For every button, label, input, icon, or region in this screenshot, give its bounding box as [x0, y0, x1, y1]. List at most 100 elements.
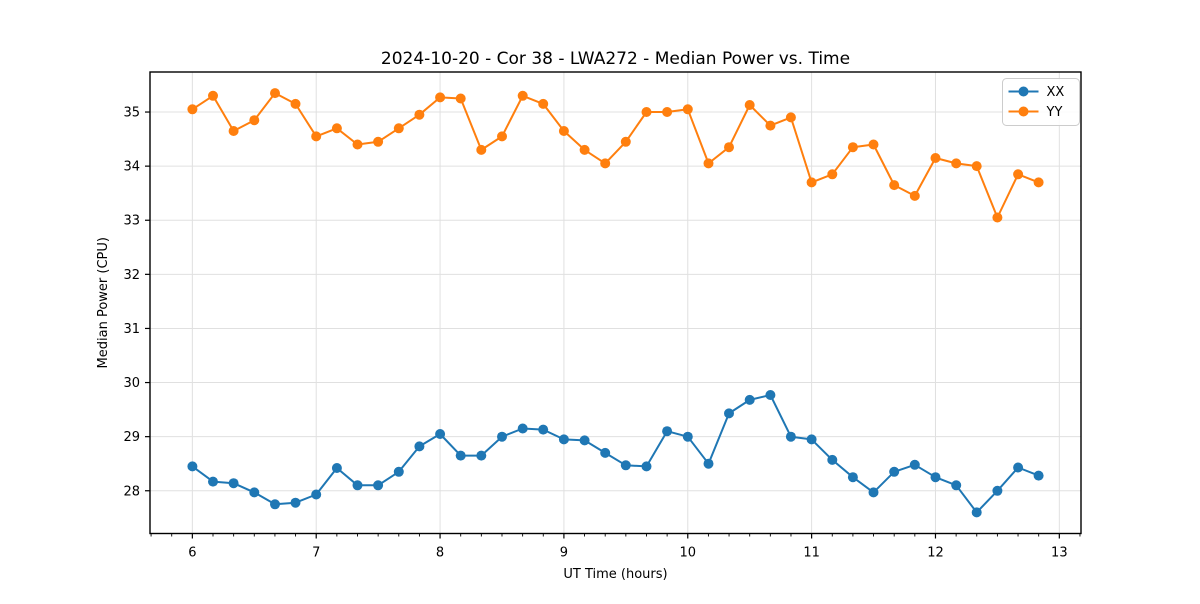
series-layer	[187, 88, 1044, 518]
series-YY-point	[827, 169, 838, 180]
series-XX-point	[497, 431, 507, 442]
series-YY-point	[1033, 177, 1044, 188]
x-tick-label: 9	[560, 546, 568, 561]
series-XX-point	[847, 472, 858, 483]
x-tick-label: 11	[803, 546, 820, 561]
series-YY-point	[187, 104, 198, 115]
series-YY-point	[311, 131, 322, 142]
series-YY-point	[889, 180, 900, 191]
chart-title: 2024-10-20 - Cor 38 - LWA272 - Median Po…	[381, 49, 850, 69]
series-XX-point	[868, 487, 879, 498]
x-tick-label: 13	[1051, 546, 1068, 561]
series-XX-point	[290, 497, 301, 508]
series-YY-point	[992, 212, 1003, 223]
y-tick-label: 30	[123, 376, 140, 391]
series-XX-point	[827, 454, 838, 465]
series-XX-point	[724, 408, 734, 419]
y-tick-label: 29	[123, 430, 140, 445]
legend-box	[1002, 78, 1080, 126]
series-YY-point	[951, 158, 962, 169]
series-YY-point	[249, 115, 260, 126]
series-YY-point	[785, 112, 796, 123]
series-XX-point	[703, 458, 714, 469]
x-tick-label: 6	[188, 546, 196, 561]
series-XX-point	[951, 480, 962, 491]
series-YY-point	[517, 90, 528, 101]
series-XX-point	[311, 489, 322, 500]
series-XX-point	[373, 480, 384, 491]
series-XX-point	[682, 431, 693, 442]
series-XX-point	[620, 460, 631, 471]
legend-YY-label: YY	[1046, 105, 1063, 120]
series-XX-point	[352, 480, 363, 491]
series-XX-point	[538, 424, 549, 435]
y-tick-label: 28	[123, 484, 140, 499]
series-YY-point	[930, 153, 941, 163]
series-YY-point	[579, 144, 590, 155]
series-XX-point	[1033, 470, 1044, 481]
series-YY-point	[352, 139, 363, 150]
series-YY-point	[971, 161, 982, 172]
series-YY-point	[765, 120, 776, 131]
series-YY-point	[662, 107, 673, 117]
series-XX-point	[579, 435, 590, 446]
series-YY-point	[1013, 169, 1024, 180]
series-XX-point	[930, 472, 941, 483]
legend: XX YY	[1002, 78, 1080, 126]
series-XX-point	[785, 431, 796, 442]
x-axis-label: UT Time (hours)	[563, 567, 667, 582]
series-XX-point	[414, 441, 425, 452]
series-XX-point	[435, 429, 446, 439]
series-YY-point	[806, 177, 817, 188]
series-YY-point	[620, 136, 631, 147]
series-YY-point	[373, 136, 384, 147]
series-YY-point	[909, 190, 920, 201]
series-XX-point	[187, 461, 198, 472]
series-YY-point	[682, 104, 693, 115]
series-XX-point	[249, 487, 260, 498]
x-tick-label: 8	[436, 546, 444, 561]
series-XX-point	[744, 394, 755, 405]
series-YY-point	[393, 123, 404, 134]
series-YY-point	[290, 98, 301, 109]
series-YY-point	[703, 158, 714, 169]
series-XX-point	[331, 463, 342, 473]
legend-YY-marker	[1018, 106, 1029, 117]
series-XX-point	[806, 434, 817, 445]
series-XX-point	[476, 450, 487, 461]
series-YY-point	[744, 100, 755, 110]
series-XX-point	[393, 466, 404, 477]
series-YY-point	[455, 93, 466, 104]
series-YY-point	[435, 92, 446, 103]
series-XX-point	[455, 450, 466, 461]
series-XX-point	[765, 390, 776, 400]
series-YY-point	[228, 126, 239, 136]
y-tick-label: 34	[123, 160, 140, 175]
legend-XX-label: XX	[1047, 85, 1065, 100]
y-tick-label: 35	[123, 106, 140, 121]
series-YY-point	[558, 126, 569, 136]
y-tick-label: 33	[123, 214, 140, 229]
series-XX-point	[971, 507, 982, 518]
legend-XX-marker	[1018, 86, 1029, 97]
series-YY-point	[847, 142, 858, 153]
series-YY-point	[724, 142, 734, 153]
y-axis-label: Median Power (CPU)	[96, 237, 111, 368]
series-YY-point	[497, 131, 507, 142]
grid-layer	[150, 72, 1081, 534]
series-YY-point	[208, 90, 218, 101]
series-XX-point	[517, 423, 528, 434]
series-XX-point	[600, 447, 611, 458]
series-XX-point	[558, 434, 569, 445]
series-YY-point	[641, 107, 652, 117]
y-tick-label: 31	[123, 322, 140, 337]
y-tick-label: 32	[123, 268, 140, 283]
x-tick-label: 12	[927, 546, 944, 561]
series-YY-point	[538, 98, 549, 109]
series-YY-point	[600, 158, 611, 169]
series-XX-point	[992, 485, 1003, 496]
series-XX-point	[662, 426, 673, 437]
series-YY-point	[476, 144, 487, 155]
series-YY-point	[270, 88, 280, 99]
